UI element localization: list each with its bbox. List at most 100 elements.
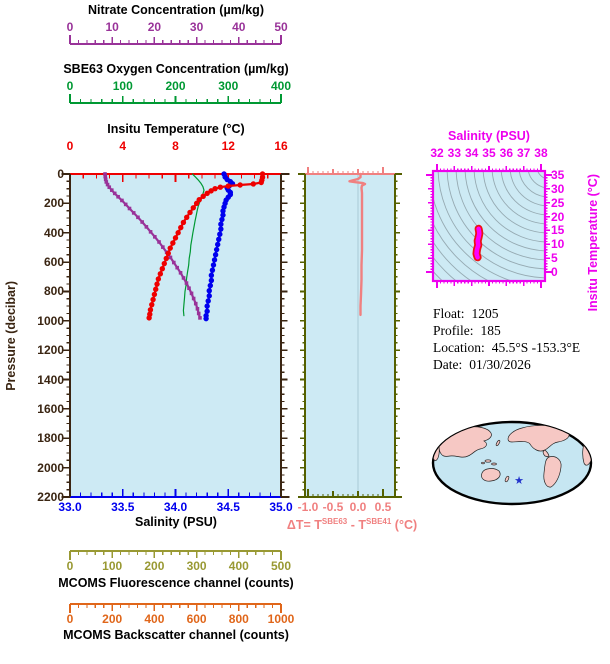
oxygen-axis-title: SBE63 Oxygen Concentration (µm/kg) (63, 62, 289, 76)
temperature-axis-title: Insitu Temperature (°C) (107, 122, 245, 136)
delta-t-plot (298, 167, 402, 498)
float-info-line: Date: 01/30/2026 (433, 356, 580, 373)
map-south-america (543, 456, 562, 488)
tick-label: 35 (551, 168, 565, 182)
float-info-line: Location: 45.5°S -153.3°E (433, 339, 580, 356)
tick-label: 200 (165, 79, 186, 93)
tick-label: 36 (499, 146, 514, 160)
tick-label: 0.5 (374, 500, 392, 514)
tick-label: 25 (551, 195, 565, 210)
tick-label: 12 (221, 139, 235, 153)
delta-t-axis-title: ΔT= TSBE63 - TSBE41 (°C) (287, 514, 417, 533)
tick-label: 15 (551, 223, 565, 238)
tick-label: 0 (66, 612, 74, 626)
salinity-axis-title: Salinity (PSU) (135, 515, 217, 529)
tick-label: 400 (43, 225, 64, 240)
info-label: Float: (433, 306, 465, 321)
ts-profile-line (474, 226, 482, 260)
tick-label: 0 (66, 559, 74, 573)
tick-label: 50 (274, 20, 288, 34)
tick-label: 800 (43, 284, 64, 299)
backscatter-axis-title: MCOMS Backscatter channel (counts) (63, 628, 289, 642)
tick-label: 8 (172, 139, 179, 153)
ts-temperature-axis-title: Insitu Temperature (°C) (584, 148, 602, 338)
tick-label: 800 (228, 612, 249, 626)
pressure-axis-title-text: Pressure (decibar) (4, 280, 18, 391)
fluorescence-axis-title: MCOMS Fluorescence channel (counts) (58, 576, 294, 590)
tick-label: 400 (270, 79, 292, 93)
tick-label: 38 (534, 146, 548, 160)
tick-label: -0.5 (322, 500, 344, 514)
tick-label: 30 (551, 181, 565, 196)
tick-label: 200 (102, 612, 123, 626)
delta-title-part: - T (347, 518, 366, 533)
tick-label: 5 (551, 251, 558, 266)
tick-label: 35.0 (269, 500, 293, 514)
info-value: 185 (480, 323, 501, 338)
tick-label: 10 (551, 237, 565, 252)
tick-label: 16 (274, 139, 288, 153)
tick-label: 400 (228, 559, 249, 573)
tick-label: 300 (218, 79, 239, 93)
map-north-america (507, 425, 570, 452)
info-label: Location: (433, 340, 485, 355)
tick-label: 600 (186, 612, 207, 626)
delta-title-part: (°C) (391, 518, 418, 533)
delta-title-sup2: SBE41 (365, 517, 392, 526)
tick-label: 34.5 (216, 500, 240, 514)
tick-label: 33.5 (111, 500, 135, 514)
tick-label: 1000 (267, 612, 295, 626)
ts-temperature-axis-title-text: Insitu Temperature (°C) (586, 174, 600, 312)
tick-label: -1.0 (297, 500, 319, 514)
delta-title-part: ΔT= T (286, 518, 322, 533)
series-sbe63-oxygen-concentration-m-kg- (182, 173, 205, 317)
world-map: ★ (431, 420, 593, 506)
tick-label: 0 (66, 79, 74, 93)
series-delta-t (348, 172, 367, 317)
tick-label: 34.0 (163, 500, 188, 514)
tick-label: 4 (119, 139, 127, 153)
map-australia (481, 468, 501, 482)
tick-label: 10 (105, 20, 119, 34)
tick-label: 30 (189, 20, 204, 34)
tick-label: 200 (43, 196, 64, 211)
tick-label: 0 (66, 139, 74, 153)
float-info-line: Profile: 185 (433, 322, 580, 339)
tick-label: 300 (186, 559, 207, 573)
info-value: 45.5°S -153.3°E (491, 340, 581, 355)
tick-label: 0 (551, 265, 558, 279)
info-value: 01/30/2026 (469, 357, 531, 372)
tick-label: 1000 (37, 313, 64, 328)
tick-label: 35 (482, 146, 496, 160)
tick-label: 1400 (37, 372, 64, 387)
tick-label: 400 (144, 612, 165, 626)
tick-label: 0 (66, 20, 74, 34)
ts-salinity-axis-title: Salinity (PSU) (448, 129, 530, 143)
tick-label: 20 (551, 209, 565, 224)
tick-label: 200 (144, 559, 165, 573)
tick-label: 33.0 (58, 500, 82, 514)
tick-label: 40 (232, 20, 246, 34)
tick-label: 0.0 (349, 500, 367, 514)
float-location-star-icon: ★ (514, 475, 524, 487)
tick-label: 0 (57, 167, 64, 181)
map-island (491, 462, 497, 466)
float-info-block: Float: 1205 Profile: 185 Location: 45.5°S -… (433, 305, 580, 373)
profile-plot (61, 171, 290, 498)
tick-label: 20 (147, 20, 162, 34)
info-label: Date: (433, 357, 463, 372)
float-info-line: Float: 1205 (433, 305, 580, 322)
info-value: 1205 (471, 306, 499, 321)
scale-bars (69, 35, 282, 613)
density-contours (433, 171, 545, 281)
map-new-zealand (504, 475, 510, 483)
map-greenland (560, 423, 572, 431)
tick-label: 1200 (37, 343, 64, 358)
tick-label: 100 (102, 559, 123, 573)
ts-diagram (426, 164, 552, 288)
nitrate-axis-title: Nitrate Concentration (µm/kg) (88, 3, 264, 17)
map-island (484, 459, 492, 463)
info-label: Profile: (433, 323, 474, 338)
